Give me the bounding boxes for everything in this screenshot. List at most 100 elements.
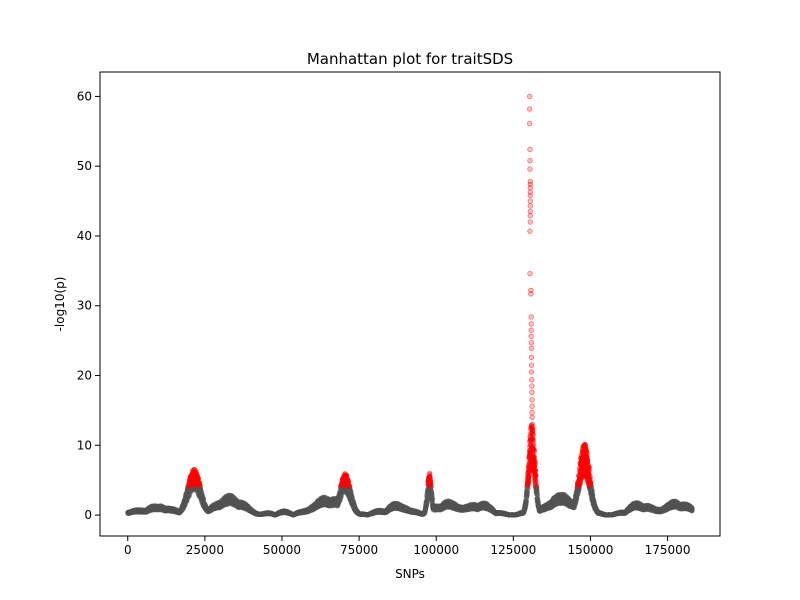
- snp-point: [130, 509, 136, 515]
- snp-point: [127, 510, 133, 516]
- snp-point: [126, 509, 132, 515]
- snp-point: [129, 509, 135, 515]
- snp-point: [127, 509, 133, 515]
- snp-point: [131, 507, 137, 513]
- snp-point: [126, 509, 132, 515]
- snp-point: [132, 509, 138, 515]
- snp-point: [126, 510, 132, 516]
- snp-point: [128, 510, 134, 516]
- snp-point: [128, 509, 134, 515]
- snp-point: [126, 509, 132, 515]
- snp-point: [130, 508, 136, 514]
- snp-point: [134, 508, 140, 514]
- snp-point: [129, 508, 135, 514]
- snp-point: [133, 508, 139, 514]
- snp-point: [131, 509, 137, 515]
- snp-point: [129, 509, 135, 515]
- snp-point: [125, 509, 131, 515]
- snp-point: [125, 510, 131, 516]
- snp-point: [134, 508, 140, 514]
- snp-point: [128, 509, 134, 515]
- snp-point: [133, 507, 139, 513]
- snp-point: [127, 510, 133, 516]
- snp-point: [132, 507, 138, 513]
- snp-point: [134, 509, 140, 515]
- snp-point: [127, 510, 133, 516]
- snp-point: [131, 509, 137, 515]
- snp-point: [132, 508, 138, 514]
- snp-point: [130, 509, 136, 515]
- snp-point: [132, 508, 138, 514]
- snp-point: [127, 509, 133, 515]
- snp-point: [131, 509, 137, 515]
- snp-point: [126, 509, 132, 515]
- snp-point: [130, 509, 136, 515]
- snp-point: [134, 507, 140, 513]
- snp-point: [131, 507, 137, 513]
- snp-point: [128, 509, 134, 515]
- snp-point: [127, 509, 133, 515]
- snp-point: [126, 510, 132, 516]
- snp-point: [133, 509, 139, 515]
- snp-point: [125, 510, 131, 516]
- snp-point: [134, 507, 140, 513]
- snp-point: [130, 508, 136, 514]
- snp-point: [127, 510, 133, 516]
- snp-point: [126, 509, 132, 515]
- snp-point: [130, 509, 136, 515]
- snp-point: [132, 508, 138, 514]
- snp-point: [126, 509, 132, 515]
- snp-point: [134, 509, 140, 515]
- snp-point: [132, 507, 138, 513]
- snp-point: [134, 509, 140, 515]
- snp-point: [130, 509, 136, 515]
- snp-point: [130, 510, 136, 516]
- snp-point: [127, 509, 133, 515]
- snp-point: [131, 509, 137, 515]
- snp-point: [130, 507, 136, 513]
- snp-point: [131, 508, 137, 514]
- snp-point: [134, 508, 140, 514]
- snp-point: [132, 508, 138, 514]
- snp-point: [134, 508, 140, 514]
- snp-point: [129, 509, 135, 515]
- snp-point: [132, 507, 138, 513]
- snp-point: [131, 508, 137, 514]
- snp-point: [127, 509, 133, 515]
- snp-point: [125, 509, 131, 515]
- snp-point: [131, 509, 137, 515]
- snp-point: [131, 508, 137, 514]
- snp-point: [127, 509, 133, 515]
- snp-point: [128, 509, 134, 515]
- snp-point: [128, 509, 134, 515]
- snp-point: [132, 508, 138, 514]
- snp-point: [134, 509, 140, 515]
- snp-point: [127, 509, 133, 515]
- snp-point: [129, 509, 135, 515]
- snp-point: [131, 509, 137, 515]
- snp-point: [129, 510, 135, 516]
- snp-point: [128, 509, 134, 515]
- snp-point: [128, 509, 134, 515]
- snp-point: [134, 509, 140, 515]
- snp-point: [126, 510, 132, 516]
- snp-point: [125, 510, 131, 516]
- snp-point: [133, 509, 139, 515]
- snp-point: [127, 509, 133, 515]
- snp-point: [126, 509, 132, 515]
- snp-point: [125, 509, 131, 515]
- snp-point: [134, 509, 140, 515]
- snp-point: [128, 510, 134, 516]
- snp-point: [128, 509, 134, 515]
- snp-point: [125, 510, 131, 516]
- snp-point: [130, 509, 136, 515]
- snp-point: [132, 509, 138, 515]
- snp-point: [132, 507, 138, 513]
- snp-point: [133, 507, 139, 513]
- snp-point: [131, 509, 137, 515]
- snp-point: [125, 509, 131, 515]
- snp-point: [130, 508, 136, 514]
- snp-point: [130, 508, 136, 514]
- snp-point: [133, 507, 139, 513]
